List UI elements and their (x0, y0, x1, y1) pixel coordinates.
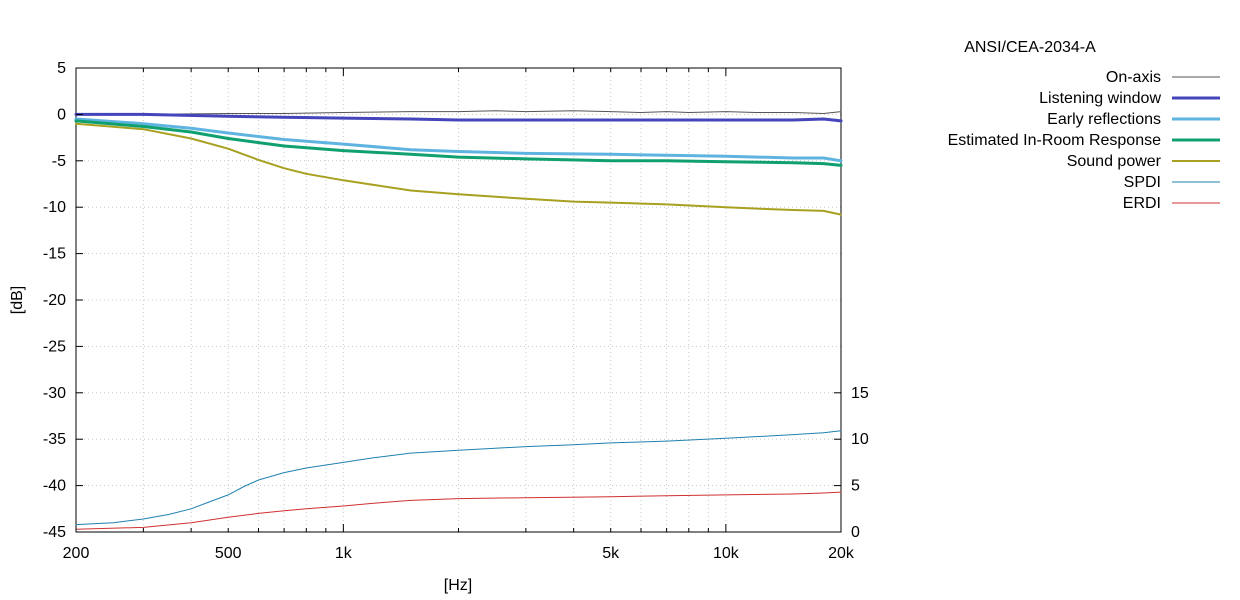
axes: 5 0 -5 -10 -15 -20 -25 -30 -35 -40 -45 15 10 5 0 200 500… (43, 60, 869, 562)
y-tick-label: -15 (43, 246, 66, 263)
series-line-early-reflections (74, 117, 843, 163)
legend-label: Early reflections (1047, 111, 1161, 128)
series-layer (74, 110, 843, 530)
legend-label: Listening window (1039, 90, 1161, 107)
chart-title: ANSI/CEA-2034-A (964, 39, 1096, 56)
y-axis-label: [dB] (9, 286, 26, 314)
series-line-listening-window (74, 112, 843, 123)
series-line-sound-power (75, 122, 842, 216)
y2-tick-label: 10 (851, 431, 869, 448)
x-tick-label: 1k (335, 545, 353, 562)
series-line-erdi (75, 491, 842, 530)
series-line-on-axis (75, 110, 842, 115)
x-axis-label: [Hz] (444, 577, 472, 594)
x-tick-label: 10k (713, 545, 740, 562)
y2-tick-label: 0 (851, 524, 860, 541)
y-tick-label: -20 (43, 292, 66, 309)
y2-tick-label: 5 (851, 478, 860, 495)
y-tick-label: -35 (43, 431, 66, 448)
x-tick-label: 5k (602, 545, 620, 562)
y-tick-label: -25 (43, 338, 66, 355)
y-tick-label: -5 (52, 153, 66, 170)
y-tick-label: -30 (43, 385, 66, 402)
legend-label: Estimated In-Room Response (948, 132, 1162, 149)
y-tick-label: -45 (43, 524, 66, 541)
legend: On-axis Listening window Early reflections… (948, 69, 1220, 212)
legend-label: On-axis (1106, 69, 1161, 86)
y-tick-label: -10 (43, 199, 66, 216)
legend-label: SPDI (1124, 174, 1161, 191)
y-tick-label: 0 (57, 106, 66, 123)
legend-label: ERDI (1123, 195, 1161, 212)
y-tick-label: 5 (57, 60, 66, 77)
y-tick-label: -40 (43, 478, 66, 495)
y2-tick-label: 15 (851, 385, 869, 402)
legend-label: Sound power (1067, 153, 1162, 170)
x-tick-label: 200 (63, 545, 90, 562)
x-tick-label: 500 (215, 545, 242, 562)
series-line-spdi (75, 430, 842, 526)
x-tick-label: 20k (828, 545, 855, 562)
series-line-estimated-in-room-response (74, 119, 843, 167)
